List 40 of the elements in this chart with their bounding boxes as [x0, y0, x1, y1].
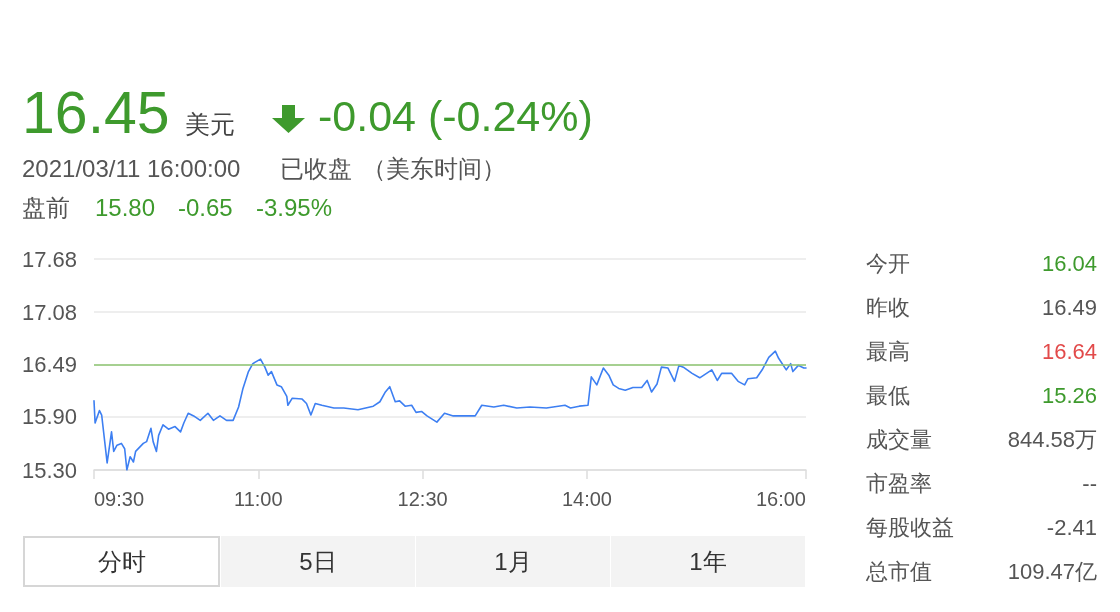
- text: 844.58万: [1007, 427, 1097, 452]
- y-tick-label: 17.08: [21, 299, 77, 325]
- text: --: [1082, 471, 1097, 496]
- text: 最高: [866, 339, 910, 364]
- x-tick-label: 14:00: [561, 488, 612, 510]
- x-tick-label: 11:00: [234, 488, 283, 510]
- text: -3.95%: [256, 194, 333, 221]
- text: 今开: [866, 251, 910, 276]
- text: 成交量: [866, 427, 932, 452]
- text: 每股收益: [866, 515, 954, 540]
- text: 15.80: [95, 194, 156, 221]
- text: 盘前: [22, 194, 70, 221]
- tab: 1月: [415, 536, 610, 587]
- text: 市盈率: [866, 471, 932, 496]
- text: 15.26: [1041, 383, 1097, 408]
- y-tick-label: 15.30: [21, 457, 77, 483]
- text: 16.04: [1041, 251, 1097, 276]
- text: 16.49: [1041, 295, 1097, 320]
- text: 昨收: [866, 295, 910, 320]
- text: 最低: [866, 383, 910, 408]
- text: 已收盘: [280, 155, 352, 182]
- text: -2.41: [1046, 515, 1097, 540]
- x-tick-label: 09:30: [94, 488, 145, 510]
- text: 2021/03/11 16:00:00: [22, 155, 241, 182]
- text: 总市值: [866, 559, 932, 584]
- text: -0.04 (-0.24%): [318, 91, 593, 140]
- tab: 分时: [23, 536, 220, 587]
- text: 16.64: [1041, 339, 1097, 364]
- text: （美东时间）: [362, 155, 506, 182]
- tab: 1年: [610, 536, 805, 587]
- text: -0.65: [178, 194, 233, 221]
- tab: 5日: [220, 536, 415, 587]
- text: 16.45: [22, 79, 170, 146]
- y-tick-label: 16.49: [21, 352, 77, 377]
- x-tick-label: 16:00: [755, 488, 806, 510]
- y-tick-label: 17.68: [21, 246, 77, 272]
- text: 美元: [185, 109, 235, 138]
- y-tick-label: 15.90: [21, 404, 77, 430]
- text: 109.47亿: [1007, 559, 1097, 584]
- x-tick-label: 12:30: [397, 488, 448, 510]
